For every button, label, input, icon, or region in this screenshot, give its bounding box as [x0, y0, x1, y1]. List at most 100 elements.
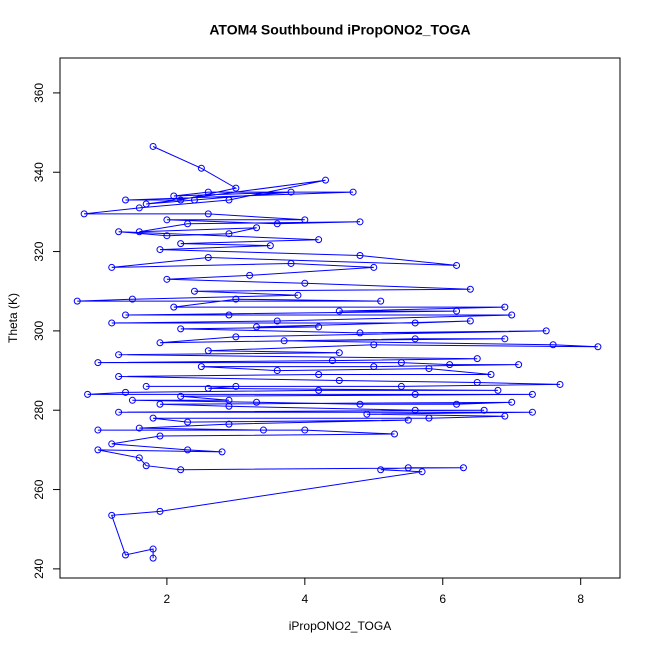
- data-point: [108, 263, 116, 271]
- data-point: [128, 295, 136, 303]
- data-point: [473, 378, 481, 386]
- data-point: [135, 454, 143, 462]
- data-point: [549, 341, 557, 349]
- data-point: [177, 392, 185, 400]
- data-point: [404, 416, 412, 424]
- data-point: [115, 373, 123, 381]
- data-point: [594, 343, 602, 351]
- x-tick-label: 8: [577, 592, 584, 606]
- data-point: [528, 390, 536, 398]
- data-point: [163, 216, 171, 224]
- data-point: [225, 402, 233, 410]
- data-point: [377, 297, 385, 305]
- x-tick-label: 2: [164, 592, 171, 606]
- y-tick-label: 340: [32, 162, 46, 182]
- data-point: [315, 371, 323, 379]
- data-point: [556, 380, 564, 388]
- data-point: [149, 142, 157, 150]
- data-point: [184, 418, 192, 426]
- data-point: [397, 382, 405, 390]
- data-point: [453, 307, 461, 315]
- y-tick-label: 260: [32, 479, 46, 499]
- data-point: [328, 357, 336, 365]
- data-point: [135, 204, 143, 212]
- data-point: [273, 220, 281, 228]
- data-point: [370, 363, 378, 371]
- data-point: [190, 287, 198, 295]
- data-line: [77, 146, 598, 559]
- data-point: [246, 271, 254, 279]
- data-point: [177, 240, 185, 248]
- data-point: [370, 341, 378, 349]
- data-point: [170, 303, 178, 311]
- data-point: [301, 279, 309, 287]
- data-point: [232, 333, 240, 341]
- data-point: [335, 307, 343, 315]
- data-point: [301, 216, 309, 224]
- data-point: [232, 382, 240, 390]
- data-point: [453, 261, 461, 269]
- data-point: [73, 297, 81, 305]
- data-point: [335, 349, 343, 357]
- data-point: [494, 386, 502, 394]
- data-point: [149, 554, 157, 562]
- data-point: [508, 398, 516, 406]
- data-point: [163, 275, 171, 283]
- data-point: [170, 192, 178, 200]
- data-point: [356, 329, 364, 337]
- data-point: [501, 303, 509, 311]
- data-point: [528, 408, 536, 416]
- data-point: [273, 317, 281, 325]
- data-point: [266, 242, 274, 250]
- data-point: [156, 246, 164, 254]
- data-point: [473, 355, 481, 363]
- data-point: [122, 311, 130, 319]
- data-point: [397, 359, 405, 367]
- data-point: [349, 188, 357, 196]
- data-point: [294, 291, 302, 299]
- data-point: [218, 448, 226, 456]
- y-tick-label: 300: [32, 321, 46, 341]
- data-point: [204, 384, 212, 392]
- y-tick-label: 280: [32, 400, 46, 420]
- data-point: [287, 188, 295, 196]
- data-point: [453, 400, 461, 408]
- data-point: [128, 396, 136, 404]
- data-point: [177, 325, 185, 333]
- data-point: [259, 426, 267, 434]
- data-point: [149, 545, 157, 553]
- data-point: [418, 468, 426, 476]
- data-point: [411, 335, 419, 343]
- data-point: [404, 464, 412, 472]
- data-point: [356, 400, 364, 408]
- x-tick-label: 4: [301, 592, 308, 606]
- data-point: [225, 420, 233, 428]
- data-point: [156, 432, 164, 440]
- data-point: [197, 164, 205, 172]
- data-point: [84, 390, 92, 398]
- x-tick-label: 6: [439, 592, 446, 606]
- data-point: [301, 426, 309, 434]
- data-point: [184, 446, 192, 454]
- data-point: [94, 359, 102, 367]
- data-point: [425, 414, 433, 422]
- data-point: [232, 295, 240, 303]
- data-point: [94, 446, 102, 454]
- data-point: [225, 196, 233, 204]
- data-point: [108, 440, 116, 448]
- data-point: [370, 263, 378, 271]
- data-point: [204, 254, 212, 262]
- data-point: [315, 236, 323, 244]
- data-point: [204, 210, 212, 218]
- data-point: [115, 228, 123, 236]
- data-point: [446, 361, 454, 369]
- data-point: [80, 210, 88, 218]
- data-point: [411, 319, 419, 327]
- data-point: [177, 466, 185, 474]
- data-point: [390, 430, 398, 438]
- data-point: [363, 410, 371, 418]
- data-point: [142, 382, 150, 390]
- data-point: [356, 218, 364, 226]
- data-point: [287, 259, 295, 267]
